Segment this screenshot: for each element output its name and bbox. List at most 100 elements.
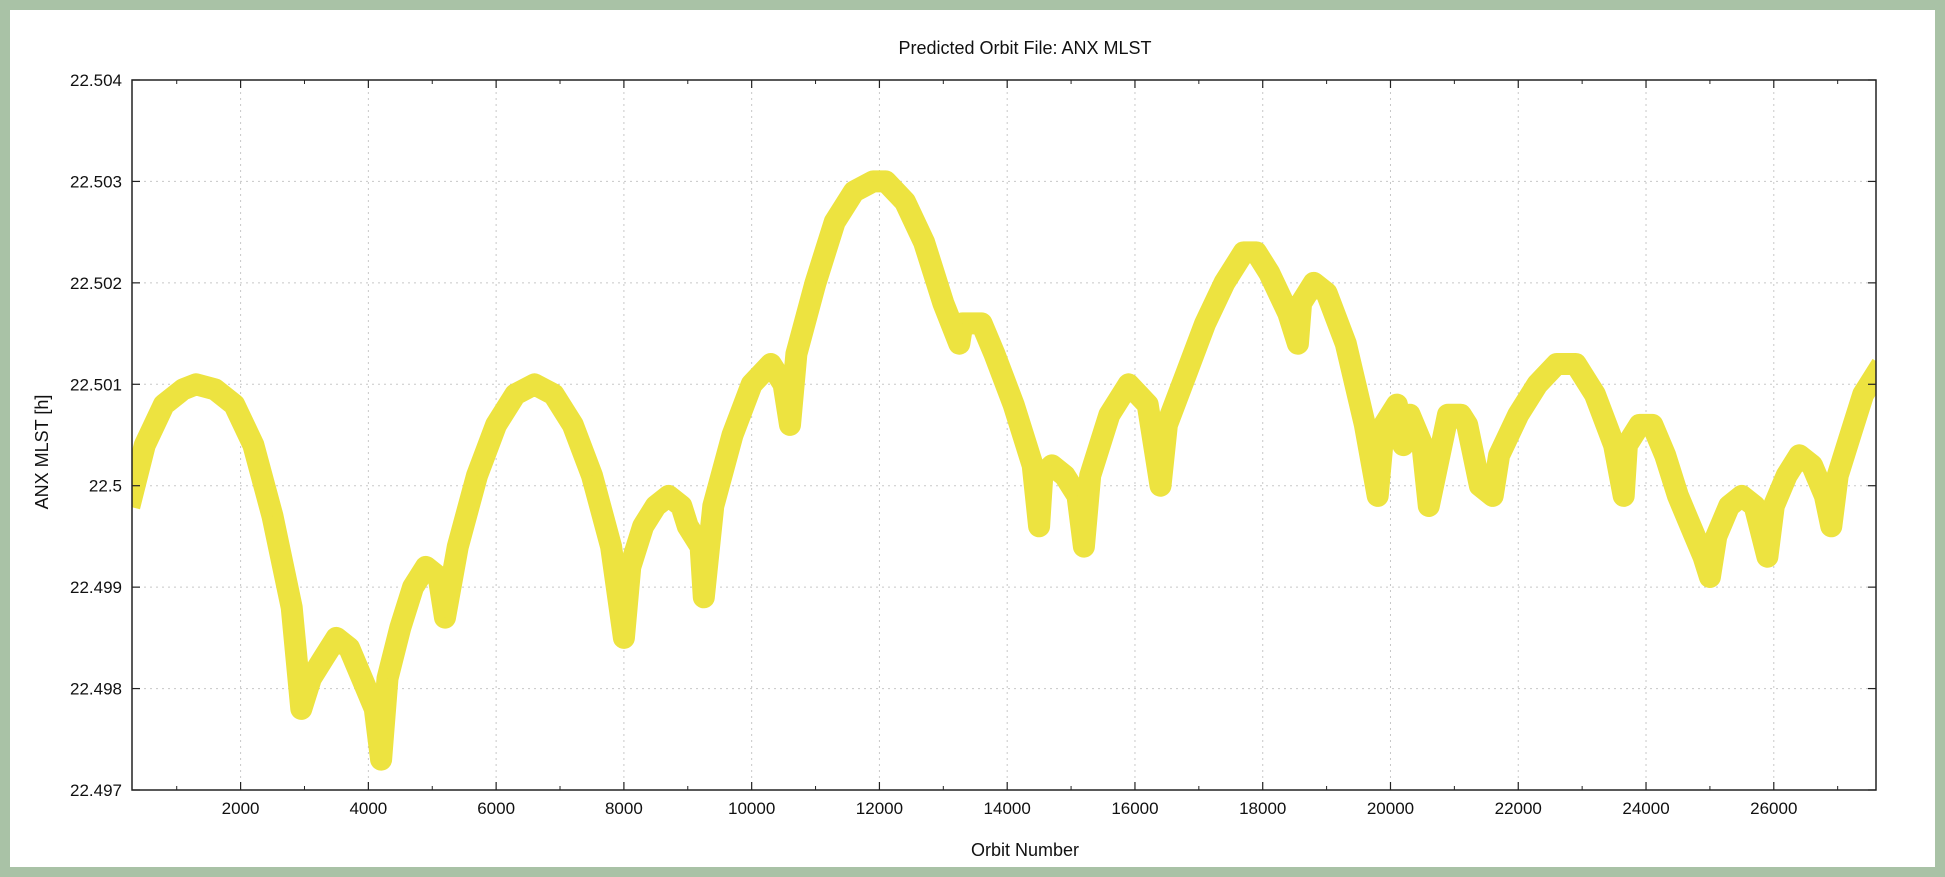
series-layer bbox=[132, 170, 1876, 771]
data-point bbox=[1811, 464, 1813, 466]
data-point bbox=[457, 546, 459, 548]
data-point bbox=[1287, 312, 1289, 314]
data-point bbox=[361, 677, 363, 679]
data-point bbox=[872, 180, 874, 182]
data-point bbox=[1703, 556, 1704, 558]
data-point bbox=[958, 343, 960, 345]
data-point bbox=[1741, 495, 1743, 497]
x-tick-label: 24000 bbox=[1622, 799, 1669, 818]
data-point bbox=[1428, 505, 1430, 507]
data-point bbox=[1204, 322, 1206, 324]
chart-title: Predicted Orbit File: ANX MLST bbox=[898, 38, 1151, 58]
data-point bbox=[1268, 272, 1270, 274]
data-point bbox=[981, 322, 983, 324]
y-tick-label: 22.504 bbox=[70, 71, 122, 90]
data-point bbox=[1536, 383, 1538, 385]
x-tick-label: 4000 bbox=[349, 799, 387, 818]
data-point bbox=[1396, 404, 1398, 406]
data-point bbox=[1364, 424, 1366, 426]
series-line bbox=[132, 170, 1876, 771]
data-point bbox=[1032, 464, 1034, 466]
x-tick-label: 22000 bbox=[1495, 799, 1542, 818]
data-point bbox=[1690, 525, 1692, 527]
data-point bbox=[438, 576, 440, 578]
data-point bbox=[610, 546, 612, 548]
data-point bbox=[591, 475, 593, 477]
data-point bbox=[1441, 444, 1443, 446]
data-point bbox=[1421, 444, 1423, 446]
data-point bbox=[1147, 404, 1149, 406]
data-point bbox=[1613, 444, 1615, 446]
data-point bbox=[1409, 414, 1411, 416]
x-tick-label: 10000 bbox=[728, 799, 775, 818]
data-point bbox=[348, 647, 350, 649]
data-point bbox=[444, 617, 446, 619]
data-point bbox=[323, 657, 325, 659]
data-point bbox=[495, 424, 497, 426]
data-point bbox=[1728, 505, 1730, 507]
data-point bbox=[1128, 383, 1130, 385]
x-tick-label: 12000 bbox=[856, 799, 903, 818]
x-tick-label: 26000 bbox=[1750, 799, 1797, 818]
data-point bbox=[1492, 495, 1494, 497]
x-axis-title: Orbit Number bbox=[971, 840, 1079, 860]
data-point bbox=[300, 708, 302, 710]
data-point bbox=[182, 388, 184, 390]
data-point bbox=[553, 393, 555, 395]
data-point bbox=[1051, 464, 1053, 466]
data-point bbox=[380, 759, 382, 761]
data-point bbox=[1447, 414, 1449, 416]
data-point bbox=[1255, 251, 1257, 253]
data-point bbox=[1326, 292, 1328, 294]
y-tick-label: 22.5 bbox=[89, 477, 122, 496]
data-point bbox=[1623, 495, 1625, 497]
x-tick-label: 16000 bbox=[1111, 799, 1158, 818]
data-point bbox=[572, 424, 574, 426]
data-point bbox=[233, 404, 235, 406]
data-point bbox=[703, 596, 705, 598]
data-point bbox=[1166, 424, 1168, 426]
data-point bbox=[1639, 424, 1641, 426]
data-point bbox=[993, 353, 995, 355]
data-point bbox=[1013, 404, 1015, 406]
data-point bbox=[655, 505, 657, 507]
data-point bbox=[1479, 485, 1481, 487]
data-point bbox=[1185, 373, 1187, 375]
data-point bbox=[476, 475, 478, 477]
x-tick-label: 8000 bbox=[605, 799, 643, 818]
data-point bbox=[1402, 444, 1404, 446]
x-tick-label: 20000 bbox=[1367, 799, 1414, 818]
data-point bbox=[291, 606, 293, 608]
data-point bbox=[144, 444, 146, 446]
data-point bbox=[1313, 282, 1315, 284]
y-tick-label: 22.498 bbox=[70, 680, 122, 699]
data-point bbox=[1466, 424, 1468, 426]
data-point bbox=[1798, 454, 1800, 456]
data-point bbox=[1083, 546, 1085, 548]
data-point bbox=[412, 586, 414, 588]
data-point bbox=[1837, 475, 1839, 477]
data-point bbox=[853, 191, 855, 193]
data-point bbox=[968, 322, 970, 324]
data-point bbox=[1038, 525, 1040, 527]
data-point bbox=[783, 383, 785, 385]
data-point bbox=[534, 383, 535, 385]
y-tick-label: 22.499 bbox=[70, 578, 122, 597]
data-point bbox=[310, 677, 312, 679]
data-point bbox=[712, 505, 714, 507]
data-point bbox=[687, 525, 689, 527]
data-point bbox=[1715, 535, 1717, 537]
data-point bbox=[1089, 475, 1091, 477]
data-point bbox=[770, 363, 772, 365]
data-point bbox=[1594, 393, 1596, 395]
data-point bbox=[399, 627, 401, 629]
data-point bbox=[1517, 414, 1519, 416]
data-point bbox=[1297, 343, 1299, 345]
data-point bbox=[425, 566, 427, 568]
data-point bbox=[514, 393, 516, 395]
x-tick-label: 6000 bbox=[477, 799, 515, 818]
data-point bbox=[1498, 454, 1500, 456]
y-tick-label: 22.501 bbox=[70, 375, 122, 394]
data-point bbox=[214, 388, 216, 390]
data-point bbox=[751, 383, 753, 385]
